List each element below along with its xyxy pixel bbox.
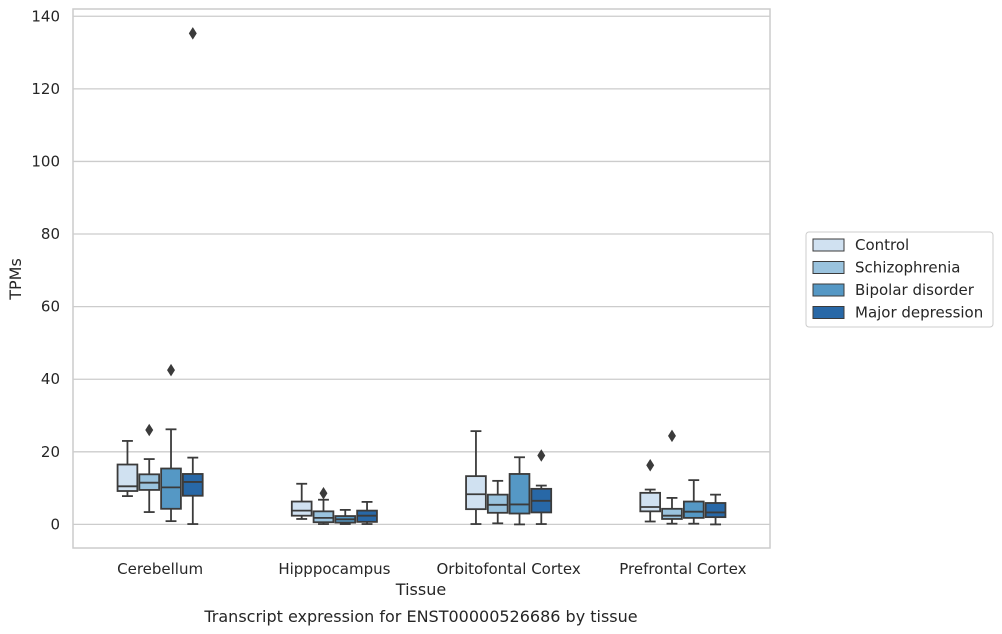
legend-label: Bipolar disorder <box>855 281 975 299</box>
x-tick-labels: Cerebellum Hipppocampus Orbitofontal Corte… <box>117 560 746 578</box>
x-tick-label: Hipppocampus <box>278 560 390 578</box>
box-control <box>290 482 313 520</box>
box-bipolar-disorder <box>508 456 531 526</box>
x-tick-label: Cerebellum <box>117 560 203 578</box>
legend-frame <box>805 231 994 328</box>
box-bipolar-disorder <box>160 363 182 523</box>
x-tick-label: Orbitofontal Cortex <box>437 560 581 578</box>
y-tick-labels: 0 20 40 60 80 100 120 140 <box>31 7 60 533</box>
box-major-depression <box>182 27 204 525</box>
legend-label: Schizophrenia <box>855 259 960 277</box>
outlier-point <box>319 486 328 500</box>
box-bipolar-disorder <box>682 479 705 525</box>
box-major-depression <box>530 449 553 525</box>
y-tick-label-0: 0 <box>50 515 60 533</box>
outlier-point <box>167 363 175 377</box>
y-tick-label-60: 60 <box>41 298 60 316</box>
legend-label: Major depression <box>855 304 983 322</box>
legend-swatch <box>812 261 845 274</box>
legend-label: Control <box>855 236 909 254</box>
legend-swatch <box>812 238 845 252</box>
legend: Control Schizophrenia Bipolar disorder Majo… <box>805 231 994 328</box>
chart-caption: Transcript expression for ENST0000052668… <box>203 607 637 626</box>
iqr-box <box>160 467 182 510</box>
y-axis-label: TPMs <box>6 258 25 301</box>
outlier-point <box>668 429 676 443</box>
box-bipolar-disorder <box>334 508 357 525</box>
y-tick-label-140: 140 <box>31 7 60 25</box>
legend-items: Control Schizophrenia Bipolar disorder Majo… <box>812 236 983 322</box>
iqr-box <box>486 493 509 514</box>
plot-frame <box>72 8 771 549</box>
box-schizophrenia <box>138 423 161 513</box>
iqr-box <box>290 500 313 517</box>
iqr-box <box>312 510 335 524</box>
iqr-box <box>704 502 727 519</box>
x-tick-label: Prefrontal Cortex <box>619 560 746 578</box>
iqr-box <box>182 473 204 497</box>
x-axis-label: Tissue <box>395 580 446 599</box>
iqr-box <box>465 475 487 511</box>
iqr-box <box>116 463 139 492</box>
legend-swatch <box>812 283 845 297</box>
outlier-point <box>537 449 546 462</box>
box-control <box>639 458 661 523</box>
box-control <box>465 430 487 525</box>
iqr-box <box>661 507 683 520</box>
box-major-depression <box>704 493 727 526</box>
iqr-box <box>682 500 705 519</box>
outlier-point <box>145 423 154 437</box>
box-control <box>116 440 139 497</box>
box-schizophrenia <box>312 486 335 525</box>
iqr-box <box>508 473 531 515</box>
outlier-point <box>646 458 655 472</box>
y-tick-label-80: 80 <box>41 225 60 243</box>
box-schizophrenia <box>486 479 509 525</box>
box-major-depression <box>356 501 378 525</box>
legend-swatch <box>812 306 845 319</box>
iqr-box <box>639 491 661 513</box>
y-tick-label-120: 120 <box>31 80 60 98</box>
box-schizophrenia <box>661 429 683 525</box>
box-layer <box>116 27 727 526</box>
y-tick-label-40: 40 <box>41 370 60 388</box>
y-tick-label-100: 100 <box>31 152 60 170</box>
y-tick-label-20: 20 <box>41 443 60 461</box>
outlier-point <box>188 27 197 40</box>
